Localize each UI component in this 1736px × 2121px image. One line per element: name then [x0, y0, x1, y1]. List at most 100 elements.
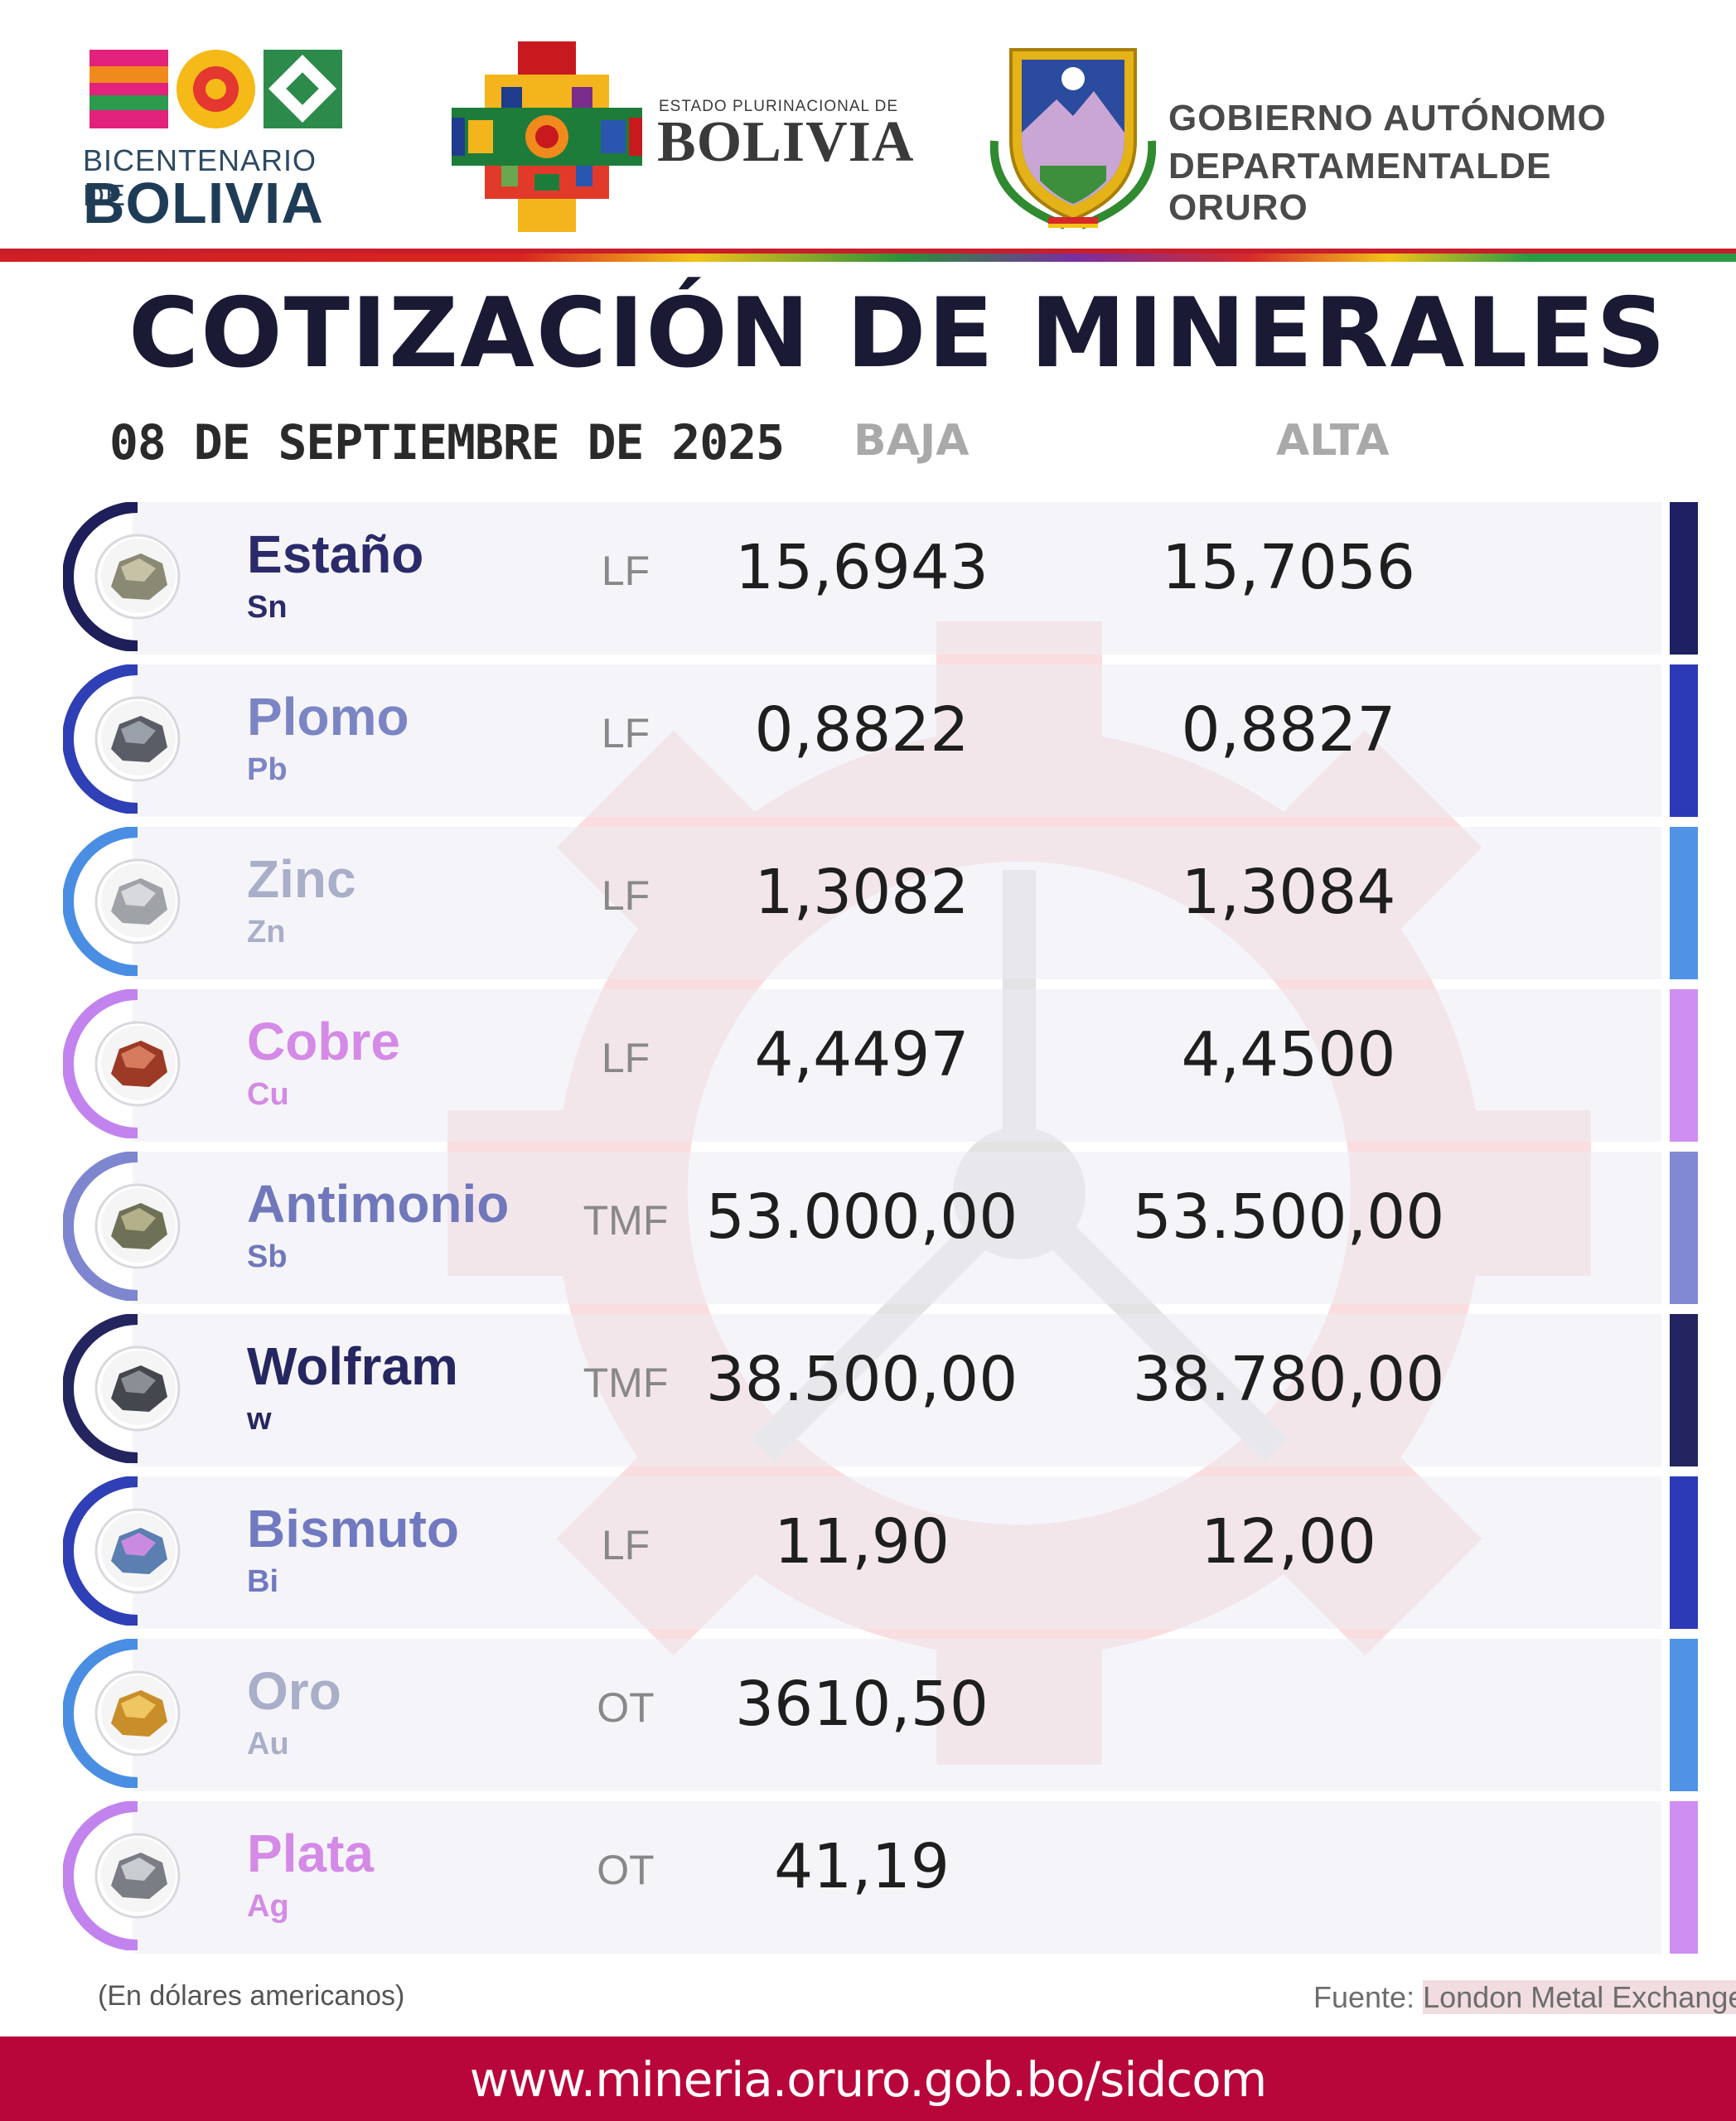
mineral-name: Oro [247, 1661, 341, 1721]
mineral-name: Cobre [247, 1012, 400, 1071]
tin-ore-icon [101, 539, 176, 613]
price-unit: LF [601, 548, 650, 594]
row-accent-bar [1670, 1639, 1698, 1791]
price-high: 0,8827 [1181, 694, 1396, 766]
footer-url-link[interactable]: www.mineria.oruro.gob.bo/sidcom [469, 2051, 1267, 2108]
row-accent-bar [1670, 1152, 1698, 1304]
bicentenario-line2: BOLIVIA [83, 171, 324, 235]
silver-ore-icon [101, 1838, 176, 1912]
mineral-name: Antimonio [247, 1174, 510, 1234]
row-background [133, 1152, 1661, 1304]
estado-plurinacional-logo: ESTADO PLURINACIONAL DE BOLIVIA [452, 41, 913, 232]
mineral-name: Bismuto [247, 1499, 459, 1558]
mineral-symbol: Sn [247, 590, 288, 625]
footer-bar: www.mineria.oruro.gob.bo/sidcom [0, 2036, 1736, 2121]
row-accent-bar [1670, 1801, 1698, 1954]
price-high: 15,7056 [1161, 532, 1415, 603]
price-unit: TMF [583, 1360, 669, 1406]
price-unit: LF [601, 1522, 650, 1568]
date-label: 08 DE SEPTIEMBRE DE 2025 [109, 414, 785, 471]
minerals-table: Estaño Sn LF 15,6943 15,7056 Plomo Pb LF… [58, 497, 1699, 1955]
mineral-name: Plomo [247, 687, 409, 746]
price-low: 3610,50 [734, 1669, 989, 1740]
price-unit: TMF [583, 1197, 669, 1244]
price-high: 53.500,00 [1132, 1181, 1445, 1253]
row-background [133, 664, 1661, 817]
table-row: Plata Ag OT 41,19 [58, 1796, 1699, 1954]
row-background [133, 1639, 1661, 1791]
gobierno-line2: DEPARTAMENTALDE ORURO [1168, 146, 1552, 228]
price-high: 38.780,00 [1132, 1344, 1445, 1415]
price-unit: OT [597, 1684, 655, 1731]
price-low: 15,6943 [734, 532, 989, 603]
price-low: 53.000,00 [705, 1181, 1018, 1253]
bicentenario-logo: BICENTENARIO DE BOLIVIA [83, 46, 356, 235]
row-background [133, 827, 1661, 979]
price-unit: LF [601, 710, 650, 756]
mineral-name: Estaño [247, 524, 424, 584]
mineral-name: Plata [247, 1824, 374, 1883]
antimony-ore-icon [101, 1188, 176, 1263]
price-unit: LF [601, 1035, 650, 1081]
row-background [133, 502, 1661, 655]
row-accent-bar [1670, 989, 1698, 1142]
table-row: Estaño Sn LF 15,6943 15,7056 [58, 497, 1699, 655]
row-accent-bar [1670, 1476, 1698, 1629]
page-title: COTIZACIÓN DE MINERALES [128, 278, 1667, 389]
mineral-symbol: Ag [247, 1889, 289, 1924]
row-accent-bar [1670, 502, 1698, 655]
row-accent-bar [1670, 664, 1698, 817]
mineral-symbol: Cu [247, 1077, 289, 1112]
price-low: 38.500,00 [705, 1344, 1018, 1415]
wolfram-ore-icon [101, 1350, 176, 1425]
estado-line2: BOLIVIA [657, 110, 915, 174]
bicentenario-line1: BICENTENARIO DE [83, 143, 317, 212]
price-unit: LF [601, 872, 650, 919]
column-header-low: BAJA [853, 416, 970, 466]
price-low: 4,4497 [754, 1019, 970, 1090]
table-row: Plomo Pb LF 0,8822 0,8827 [58, 659, 1699, 817]
table-row: Oro Au OT 3610,50 [58, 1634, 1699, 1791]
price-low: 11,90 [774, 1506, 950, 1577]
row-background [133, 989, 1661, 1142]
table-row: Cobre Cu LF 4,4497 4,4500 [58, 984, 1699, 1142]
lead-ore-icon [101, 701, 176, 775]
bicentenario-emblem [89, 50, 346, 133]
table-row: Bismuto Bi LF 11,90 12,00 [58, 1471, 1699, 1629]
mineral-symbol: Zn [247, 915, 286, 949]
currency-note: (En dólares americanos) [98, 1980, 405, 2012]
mineral-symbol: Au [247, 1727, 289, 1761]
price-unit: OT [597, 1847, 655, 1893]
gobierno-oruro-logo: GOBIERNO AUTÓNOMO DEPARTAMENTALDE ORURO [990, 41, 1678, 232]
price-high: 1,3084 [1181, 857, 1396, 928]
andean-mosaic-icon [452, 41, 642, 232]
price-low: 0,8822 [754, 694, 970, 766]
mineral-symbol: Sb [247, 1239, 288, 1274]
bismuth-crystal-icon [101, 1513, 176, 1587]
mineral-symbol: w [247, 1402, 272, 1437]
mineral-name: Wolfram [247, 1336, 458, 1396]
column-header-high: ALTA [1276, 416, 1390, 466]
header-divider [0, 249, 1736, 262]
row-background [133, 1314, 1661, 1466]
table-row: Zinc Zn LF 1,3082 1,3084 [58, 822, 1699, 979]
mineral-symbol: Bi [247, 1564, 278, 1599]
gold-nugget-icon [101, 1675, 176, 1750]
price-high: 12,00 [1201, 1506, 1376, 1577]
table-row: Antimonio Sb TMF 53.000,00 53.500,00 [58, 1147, 1699, 1304]
mineral-symbol: Pb [247, 752, 288, 787]
source-prefix: Fuente: [1313, 1980, 1415, 2014]
source-name: London Metal Exchange [1423, 1980, 1736, 2014]
price-low: 41,19 [774, 1831, 950, 1902]
price-high: 4,4500 [1181, 1019, 1396, 1090]
source-note: Fuente: London Metal Exchange [1313, 1980, 1736, 2015]
row-accent-bar [1670, 1314, 1698, 1466]
gobierno-line1: GOBIERNO AUTÓNOMO [1168, 98, 1607, 138]
oruro-coat-of-arms-icon [990, 48, 1156, 229]
row-background [133, 1476, 1661, 1629]
row-background [133, 1801, 1661, 1954]
zinc-ore-icon [101, 863, 176, 938]
row-accent-bar [1670, 827, 1698, 979]
estado-line1: ESTADO PLURINACIONAL DE [659, 98, 899, 115]
mineral-name: Zinc [247, 849, 356, 909]
